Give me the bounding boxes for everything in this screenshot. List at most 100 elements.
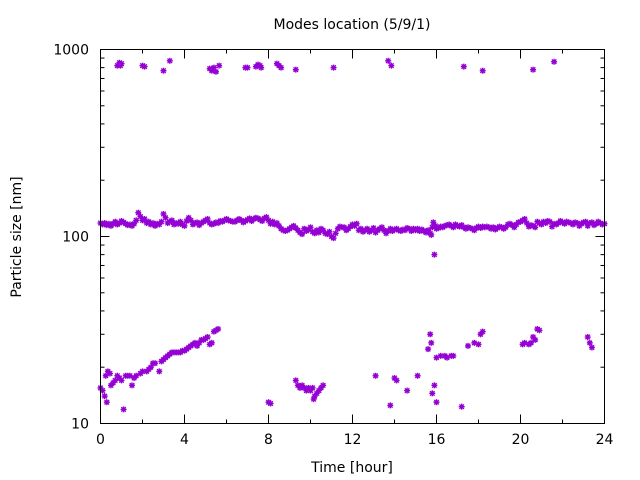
point-stroke	[104, 399, 110, 405]
data-point	[330, 64, 337, 71]
data-point	[133, 217, 140, 224]
y-tick-label: 10	[71, 417, 89, 433]
point-stroke	[428, 340, 434, 346]
point-stroke	[387, 402, 394, 409]
point-stroke	[431, 382, 438, 389]
data-point	[536, 327, 543, 334]
point-stroke	[320, 227, 326, 233]
point-stroke	[209, 340, 215, 346]
data-point	[120, 406, 127, 413]
data-point	[532, 224, 539, 231]
data-point	[299, 231, 306, 238]
data-point	[292, 66, 299, 73]
data-point	[551, 58, 558, 65]
x-tick-label: 0	[96, 432, 105, 448]
point-stroke	[265, 217, 272, 224]
data-point	[428, 339, 435, 346]
data-point	[156, 368, 163, 375]
x-tick-label: 8	[264, 432, 273, 448]
data-point	[292, 377, 299, 384]
point-stroke	[404, 387, 410, 394]
data-point	[425, 346, 432, 353]
point-stroke	[129, 382, 135, 389]
point-stroke	[307, 224, 314, 231]
point-stroke	[330, 235, 337, 241]
point-stroke	[425, 227, 431, 233]
data-point	[475, 341, 482, 348]
point-stroke	[301, 385, 307, 391]
point-stroke	[181, 223, 188, 229]
data-point	[309, 384, 316, 391]
point-stroke	[530, 66, 536, 73]
data-point	[414, 372, 421, 379]
point-stroke	[589, 344, 595, 351]
point-stroke	[471, 340, 478, 346]
point-stroke	[263, 214, 270, 220]
point-stroke	[414, 373, 421, 379]
point-stroke	[167, 58, 173, 64]
point-stroke	[267, 400, 274, 407]
point-stroke	[551, 59, 557, 65]
point-stroke	[428, 232, 434, 238]
data-point	[425, 227, 432, 234]
data-point	[353, 220, 360, 227]
data-point	[586, 339, 593, 346]
data-point	[584, 334, 591, 341]
point-stroke	[269, 218, 276, 225]
point-stroke	[293, 66, 299, 73]
data-point	[428, 231, 435, 238]
data-point	[160, 67, 167, 74]
point-stroke	[385, 58, 391, 64]
data-point	[269, 218, 276, 225]
point-stroke	[118, 377, 125, 384]
point-stroke	[246, 215, 253, 222]
point-stroke	[135, 209, 142, 216]
point-stroke	[536, 327, 543, 334]
point-stroke	[192, 340, 198, 346]
data-point	[103, 399, 110, 406]
data-point	[372, 372, 379, 379]
data-point	[118, 377, 125, 384]
data-point	[158, 218, 165, 225]
plot-frame	[100, 49, 605, 424]
point-stroke	[433, 399, 440, 405]
y-tick-label: 100	[62, 230, 89, 246]
data-point	[330, 235, 337, 242]
point-stroke	[204, 334, 211, 340]
point-stroke	[112, 377, 118, 384]
point-stroke	[326, 229, 333, 235]
point-stroke	[258, 64, 264, 71]
point-stroke	[320, 382, 326, 389]
point-stroke	[160, 211, 167, 217]
point-stroke	[530, 334, 536, 340]
data-point	[429, 390, 436, 397]
point-stroke	[141, 63, 148, 70]
point-stroke	[458, 403, 465, 410]
data-point	[117, 62, 124, 69]
point-stroke	[133, 217, 139, 224]
point-stroke	[141, 216, 148, 222]
x-tick-label: 24	[596, 432, 614, 448]
data-point	[370, 225, 377, 232]
data-point	[431, 382, 438, 389]
data-point	[588, 344, 595, 351]
data-point	[213, 68, 219, 75]
data-point	[532, 336, 539, 343]
data-point	[126, 372, 133, 379]
point-stroke	[475, 341, 482, 348]
point-stroke	[370, 225, 377, 231]
data-point	[101, 393, 108, 400]
data-point	[216, 62, 223, 69]
point-stroke	[112, 218, 118, 225]
point-stroke	[215, 326, 221, 332]
point-stroke	[430, 219, 437, 226]
data-point	[326, 228, 333, 235]
point-stroke	[194, 219, 200, 226]
data-point	[244, 64, 251, 71]
point-stroke	[137, 213, 144, 220]
point-stroke	[150, 220, 156, 226]
point-stroke	[358, 226, 364, 232]
point-stroke	[177, 218, 184, 225]
point-stroke	[584, 334, 591, 340]
point-stroke	[299, 231, 305, 237]
